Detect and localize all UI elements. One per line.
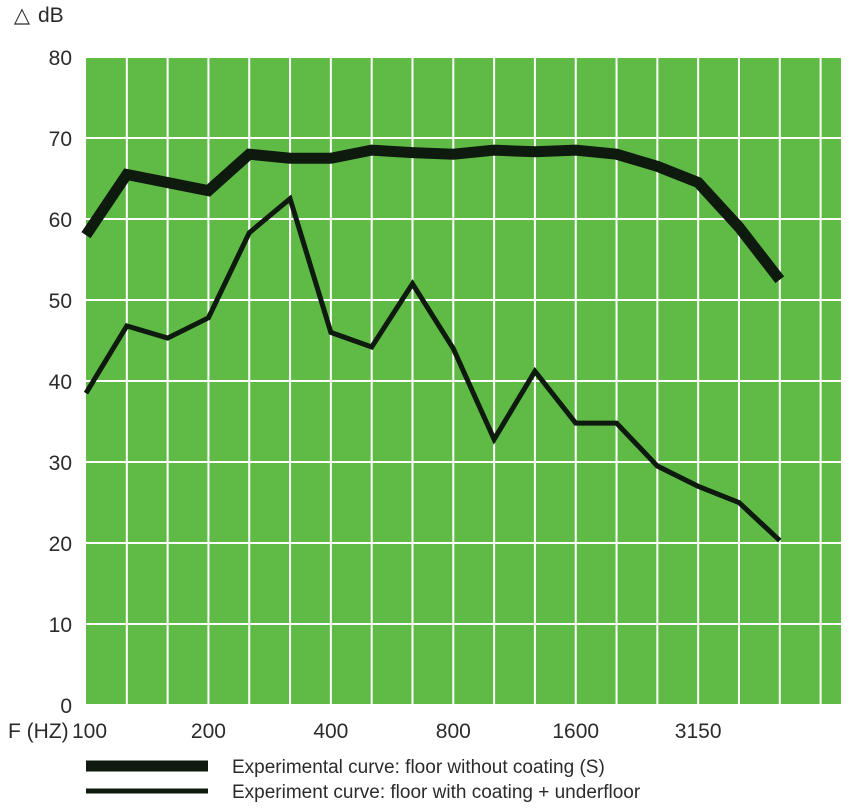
x-tick-label: 400: [313, 720, 348, 743]
y-tick-label: 0: [60, 695, 72, 718]
series-line-thick: [81, 144, 785, 284]
legend: Experimental curve: floor without coatin…: [86, 757, 641, 803]
y-tick-label: 40: [49, 371, 72, 394]
x-tick-label: 1600: [552, 720, 599, 743]
x-tick-label: 800: [436, 720, 471, 743]
series-group: [81, 144, 785, 543]
x-tick-label: 200: [191, 720, 226, 743]
y-tick-label: 50: [49, 290, 72, 313]
y-axis-label: dB: [38, 4, 64, 27]
y-tick-label: 70: [49, 128, 72, 151]
x-tick-label: 3150: [675, 720, 722, 743]
y-tick-label: 60: [49, 209, 72, 232]
legend-label-thin: Experiment curve: floor with coating + u…: [232, 782, 641, 803]
x-axis-label: F (HZ): [8, 720, 69, 743]
y-tick-label: 80: [49, 47, 72, 70]
y-tick-label: 10: [49, 614, 72, 637]
series-line-thin: [83, 194, 782, 543]
legend-label-thick: Experimental curve: floor without coatin…: [232, 757, 605, 778]
y-axis-symbol: △: [14, 4, 31, 27]
y-tick-label: 20: [49, 533, 72, 556]
y-tick-labels: 0 10 20 30 40 50 60 70 80: [49, 47, 72, 718]
x-tick-labels: 100 200 400 800 1600 3150: [72, 720, 722, 743]
grid-lines: [86, 56, 841, 706]
x-tick-label: 100: [72, 720, 107, 743]
y-tick-label: 30: [49, 452, 72, 475]
